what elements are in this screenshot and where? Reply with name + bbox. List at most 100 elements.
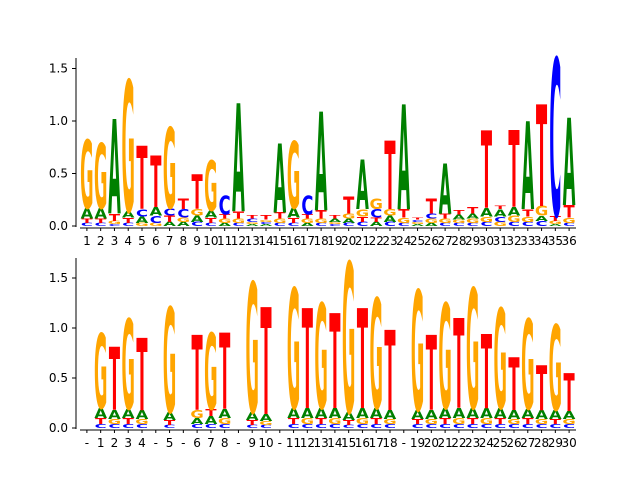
y-tick-label: 0.5 — [49, 167, 68, 181]
x-tick-label: 2 — [111, 436, 119, 450]
logo-letter-t: T — [164, 418, 176, 426]
logo-letter-a: A — [397, 77, 410, 244]
y-tick-label: 1.0 — [49, 321, 68, 335]
logo-letter-g: G — [190, 208, 203, 218]
logo-letter-c: C — [384, 221, 396, 228]
logo-letter-c: C — [301, 423, 313, 429]
logo-letter-g: G — [149, 222, 162, 227]
logo-letter-c: C — [425, 212, 437, 221]
x-tick-label: 11 — [286, 436, 301, 450]
logo-letter-t: T — [371, 417, 382, 427]
logo-letter-g: G — [80, 122, 93, 231]
logo-letter-c: C — [136, 423, 148, 429]
logo-letter-c: C — [288, 222, 300, 227]
logo-letter-g: G — [218, 218, 231, 225]
x-tick-label: 3 — [124, 436, 132, 450]
logo-letter-t: T — [536, 78, 547, 240]
x-tick-label: 27 — [437, 234, 452, 248]
logo-letter-a: A — [563, 96, 576, 235]
logo-letter-c: C — [274, 222, 286, 227]
logo-letter-a: A — [411, 409, 425, 423]
logo-letter-a: A — [425, 409, 439, 423]
logo-letter-t: T — [219, 313, 230, 435]
logo-letter-a: A — [549, 223, 563, 226]
logo-letter-t: T — [467, 417, 478, 427]
logo-letter-c: C — [315, 423, 327, 429]
logo-letter-c: C — [439, 222, 451, 227]
logo-letter-t: T — [384, 309, 395, 436]
logo-letter-a: A — [301, 222, 315, 227]
logo-letter-a: A — [315, 85, 328, 242]
logo-letter-t: T — [205, 408, 217, 419]
x-tick-label: 9 — [193, 234, 201, 248]
logo-letter-t: T — [205, 216, 217, 225]
x-tick-label: 26 — [424, 234, 439, 248]
logo-letter-a: A — [94, 206, 107, 223]
logo-letter-g: G — [521, 294, 534, 438]
logo-letter-a: A — [108, 93, 121, 245]
logo-letter-t: T — [95, 218, 107, 225]
logo-letter-c: C — [494, 423, 506, 429]
logo-letter-g: G — [411, 221, 424, 224]
x-tick-label: 2 — [97, 234, 105, 248]
logo-letter-a: A — [218, 222, 232, 227]
logo-letter-t: T — [329, 215, 341, 220]
logo-letter-c: C — [343, 222, 355, 227]
x-tick-label: 24 — [479, 436, 494, 450]
x-tick-label: 36 — [561, 234, 576, 248]
logo-letter-t: T — [260, 278, 271, 449]
logo-letter-g: G — [452, 417, 465, 427]
logo-letter-t: T — [550, 417, 562, 425]
logo-letter-c: C — [370, 423, 382, 429]
logo-letter-c: C — [81, 222, 93, 227]
logo-letter-a: A — [425, 222, 439, 227]
logo-letter-g: G — [135, 222, 148, 227]
x-tick-label: 8 — [180, 234, 188, 248]
logo-letter-g: G — [494, 282, 507, 442]
logo-letter-a: A — [508, 206, 521, 219]
logo-letter-a: A — [205, 415, 218, 428]
logo-letter-g: G — [507, 215, 520, 225]
logo-letter-g: G — [287, 123, 300, 230]
logo-letter-t: T — [302, 213, 314, 220]
logo-letter-a: A — [246, 411, 259, 424]
logo-letter-a: A — [163, 221, 176, 228]
logo-letter-a: A — [81, 206, 94, 223]
x-tick-label: 30 — [479, 234, 494, 248]
logo-letter-g: G — [232, 218, 245, 225]
logo-letter-t: T — [384, 123, 395, 232]
x-tick-label: 33 — [520, 234, 535, 248]
logo-letter-a: A — [122, 210, 136, 220]
logo-letter-c: C — [425, 423, 437, 429]
logo-letter-c: C — [301, 192, 313, 222]
logo-letter-a: A — [246, 223, 260, 226]
logo-letter-t: T — [495, 417, 506, 427]
logo-letter-t: T — [316, 417, 327, 427]
logo-letter-g: G — [177, 217, 190, 224]
logo-letter-t: T — [357, 215, 369, 224]
x-tick-label: - — [402, 436, 406, 450]
logo-letter-c: C — [95, 222, 107, 227]
logo-letter-g: G — [438, 276, 451, 443]
logo-letter-g: G — [466, 256, 479, 447]
logo-letter-g: G — [521, 215, 534, 224]
logo-letter-a: A — [260, 413, 273, 424]
x-tick-label: 15 — [341, 436, 356, 450]
logo-letter-c: C — [246, 218, 258, 223]
logo-letter-t: T — [81, 218, 93, 225]
logo-letter-t: T — [453, 293, 464, 437]
logo-letter-g: G — [94, 126, 107, 230]
logo-letter-t: T — [316, 209, 328, 222]
logo-letter-c: C — [508, 423, 520, 429]
logo-letter-a: A — [439, 405, 452, 421]
x-tick-label: 18 — [313, 234, 328, 248]
logo-letter-c: C — [136, 208, 148, 220]
logo-letter-t: T — [343, 191, 354, 219]
logo-letter-c: C — [356, 423, 368, 429]
x-tick-label: 22 — [369, 234, 384, 248]
x-tick-label: 25 — [493, 436, 508, 450]
logo-letter-c: C — [536, 219, 548, 228]
logo-letter-c: C — [549, 423, 561, 429]
logo-letter-g: G — [259, 420, 272, 426]
logo-letter-g: G — [204, 146, 217, 227]
